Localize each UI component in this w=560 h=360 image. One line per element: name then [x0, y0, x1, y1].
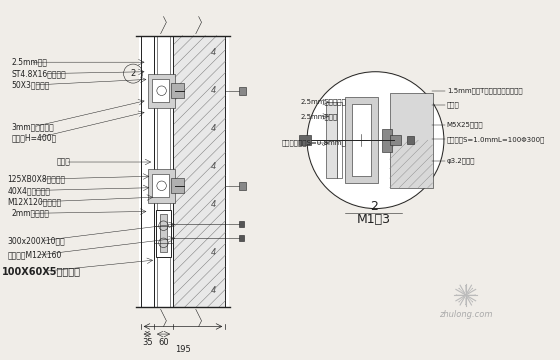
Text: 4: 4 — [211, 48, 217, 57]
Text: 50X3援边框料: 50X3援边框料 — [11, 81, 50, 90]
Text: zhulong.com: zhulong.com — [439, 310, 493, 319]
Bar — [239, 87, 246, 95]
Text: 2mm消声墙料: 2mm消声墙料 — [11, 209, 49, 218]
Text: 3mm厉质材料条: 3mm厉质材料条 — [11, 122, 54, 131]
Bar — [300, 135, 311, 145]
Bar — [139, 36, 229, 307]
Text: 40X4角铁连接件: 40X4角铁连接件 — [8, 186, 50, 195]
Bar — [345, 97, 379, 183]
Bar — [152, 79, 169, 102]
Text: 2.5mm扩张板: 2.5mm扩张板 — [300, 113, 338, 120]
Text: 高度（H=400）: 高度（H=400） — [11, 134, 57, 143]
Text: 2.5mm铝板: 2.5mm铝板 — [11, 58, 48, 67]
Text: 4: 4 — [211, 200, 217, 209]
Bar — [407, 136, 414, 144]
Text: M12X120高强螺栠: M12X120高强螺栠 — [8, 197, 62, 206]
Bar — [171, 178, 184, 193]
Text: φ3.2技射板: φ3.2技射板 — [447, 158, 475, 165]
Text: 固定件: 固定件 — [447, 102, 460, 108]
Text: 100X60X5方形管道: 100X60X5方形管道 — [2, 266, 81, 276]
Text: 2.5mm铝质固定件: 2.5mm铝质固定件 — [300, 99, 346, 105]
Text: 模展板: 模展板 — [57, 158, 71, 167]
Bar — [338, 102, 342, 178]
Bar — [154, 36, 173, 307]
Bar — [239, 182, 246, 190]
Bar — [160, 214, 167, 252]
Bar — [326, 102, 338, 178]
Text: 4: 4 — [211, 86, 217, 95]
Text: 1.5mm涵层T型锐展材料（通用）: 1.5mm涵层T型锐展材料（通用） — [447, 87, 522, 94]
Text: 35: 35 — [142, 338, 153, 347]
Bar — [239, 221, 244, 227]
Bar — [148, 169, 175, 203]
FancyArrowPatch shape — [459, 288, 464, 293]
Bar — [352, 104, 371, 176]
Text: 4: 4 — [211, 286, 217, 295]
Bar — [390, 135, 401, 145]
Bar — [152, 174, 169, 197]
Text: M5X25螺丝滑: M5X25螺丝滑 — [447, 122, 483, 128]
Text: 黑色弹性材（S=0.8mm）: 黑色弹性材（S=0.8mm） — [281, 140, 346, 146]
Bar — [382, 129, 391, 152]
FancyArrowPatch shape — [468, 297, 473, 302]
Text: 4: 4 — [211, 248, 217, 257]
Text: 60: 60 — [158, 338, 169, 347]
Bar — [156, 210, 171, 257]
Text: 2: 2 — [130, 69, 136, 78]
Bar — [173, 36, 225, 307]
Text: 4: 4 — [211, 124, 217, 133]
FancyArrowPatch shape — [468, 288, 473, 293]
Bar — [171, 83, 184, 98]
Text: M1：3: M1：3 — [357, 212, 390, 226]
Text: 125XB0X8角铁支架: 125XB0X8角铁支架 — [8, 175, 66, 184]
Text: ST4.8X16自扰螺丝: ST4.8X16自扰螺丝 — [11, 69, 66, 78]
Text: 4: 4 — [211, 162, 217, 171]
Bar — [141, 36, 154, 307]
Bar — [239, 235, 244, 241]
Text: 弹性条（S=1.0mmL=100Φ300）: 弹性条（S=1.0mmL=100Φ300） — [447, 136, 545, 143]
Bar — [390, 93, 432, 188]
Bar — [148, 73, 175, 108]
Text: 195: 195 — [175, 346, 191, 355]
FancyArrowPatch shape — [459, 297, 464, 302]
Text: 化学螺汊M12X160: 化学螺汊M12X160 — [8, 251, 62, 260]
Text: 300x200X10鑰板: 300x200X10鑰板 — [8, 237, 66, 246]
Text: 2: 2 — [370, 200, 377, 213]
Circle shape — [308, 73, 443, 208]
